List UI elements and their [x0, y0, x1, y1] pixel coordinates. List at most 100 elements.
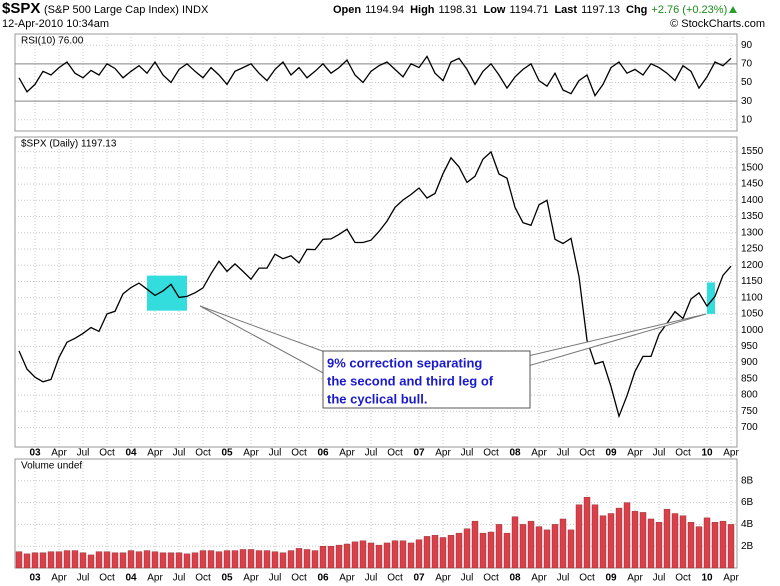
x-tick-label: Apr — [627, 448, 643, 459]
volume-bar — [503, 532, 511, 569]
quote-label: Low — [483, 4, 505, 16]
x-tick-label: Apr — [147, 573, 163, 584]
volume-bar — [647, 518, 655, 569]
volume-bar — [167, 552, 175, 569]
x-tick-label: Jul — [365, 573, 378, 584]
volume-bar — [551, 524, 559, 569]
volume-bar — [639, 512, 647, 569]
volume-bar — [127, 550, 135, 569]
volume-bar — [527, 520, 535, 569]
x-tick-label: Apr — [531, 448, 547, 459]
volume-bar — [359, 540, 367, 569]
x-tick-label: Jul — [173, 573, 186, 584]
y-tick-label: 800 — [741, 390, 758, 401]
y-tick-label: 1050 — [741, 309, 764, 320]
volume-bar — [319, 546, 327, 569]
x-tick-label: Oct — [579, 448, 595, 459]
volume-bar — [87, 554, 95, 569]
volume-bar — [223, 550, 231, 569]
x-tick-label: Oct — [675, 448, 691, 459]
panel-legend: RSI(10) 76.00 — [21, 36, 84, 47]
x-tick-label: Oct — [387, 573, 403, 584]
volume-bar — [607, 513, 615, 569]
volume-bar — [23, 553, 31, 569]
volume-bar — [439, 537, 447, 569]
volume-bar — [327, 546, 335, 569]
x-tick-label: Apr — [147, 448, 163, 459]
volume-bar — [631, 511, 639, 569]
quote-label: High — [410, 4, 435, 16]
y-tick-label: 1200 — [741, 260, 764, 271]
x-tick-label: Oct — [483, 448, 499, 459]
x-tick-label: 03 — [29, 573, 41, 584]
volume-bar — [31, 552, 39, 569]
x-tick-label: Oct — [483, 573, 499, 584]
x-tick-label: Jul — [461, 573, 474, 584]
x-tick-label: 09 — [605, 573, 617, 584]
volume-bar — [591, 504, 599, 569]
volume-bar — [415, 539, 423, 569]
volume-bar — [623, 502, 631, 569]
x-tick-label: Apr — [531, 573, 547, 584]
panel-legend: $SPX (Daily) 1197.13 — [21, 139, 117, 150]
y-tick-label: 750 — [741, 406, 758, 417]
volume-bar — [519, 524, 527, 569]
volume-bar — [599, 515, 607, 569]
y-tick-label: 1400 — [741, 195, 764, 206]
y-tick-label: 1000 — [741, 325, 764, 336]
volume-bar — [199, 550, 207, 569]
volume-bar — [687, 522, 695, 569]
volume-bar — [399, 540, 407, 569]
volume-bar — [159, 552, 167, 569]
x-tick-label: Apr — [723, 448, 739, 459]
volume-bar — [255, 550, 263, 569]
annotation-box — [322, 350, 531, 409]
y-tick-label: 850 — [741, 373, 758, 384]
volume-bar — [663, 508, 671, 569]
y-tick-label: 4B — [741, 519, 754, 530]
volume-bar — [655, 522, 663, 569]
volume-bar — [119, 552, 127, 569]
y-tick-label: 950 — [741, 341, 758, 352]
highlight-box — [707, 282, 715, 314]
volume-bar — [351, 541, 359, 569]
quote: Open 1194.94 High 1198.31 Low 1194.71 Last 1197… — [333, 4, 727, 16]
volume-bar — [111, 552, 119, 569]
volume-bar — [231, 550, 239, 569]
y-tick-label: 1550 — [741, 146, 764, 157]
volume-bar — [575, 504, 583, 569]
volume-bar — [543, 529, 551, 569]
x-tick-label: 09 — [605, 448, 617, 459]
x-tick-label: 08 — [509, 448, 521, 459]
panel-legend: Volume undef — [21, 461, 82, 472]
volume-bar — [247, 549, 255, 569]
volume-bar — [455, 532, 463, 569]
x-tick-label: 06 — [317, 448, 329, 459]
volume-bar — [335, 544, 343, 569]
quote-label: Chg — [626, 4, 647, 16]
quote-value: 1194.71 — [509, 4, 548, 16]
volume-bar — [695, 526, 703, 569]
y-tick-label: 900 — [741, 357, 758, 368]
volume-bar — [271, 551, 279, 569]
x-tick-label: Oct — [387, 448, 403, 459]
volume-bar — [207, 550, 215, 569]
up-arrow — [729, 6, 737, 13]
volume-bar — [711, 522, 719, 569]
volume-bar — [143, 550, 151, 569]
x-tick-label: 07 — [413, 448, 425, 459]
x-tick-label: Apr — [51, 448, 67, 459]
volume-bar — [383, 542, 391, 569]
x-tick-label: Apr — [627, 573, 643, 584]
y-tick-label: 90 — [741, 40, 753, 51]
quote-label: Open — [333, 4, 361, 16]
x-tick-label: Oct — [291, 573, 307, 584]
x-tick-label: Jul — [653, 573, 666, 584]
volume-bar — [55, 551, 63, 569]
volume-bar — [423, 536, 431, 569]
annotation-line: the second and third leg of — [327, 373, 494, 388]
x-tick-label: 04 — [125, 448, 137, 459]
x-tick-label: Oct — [195, 573, 211, 584]
y-tick-label: 6B — [741, 497, 754, 508]
x-tick-label: 07 — [413, 573, 425, 584]
